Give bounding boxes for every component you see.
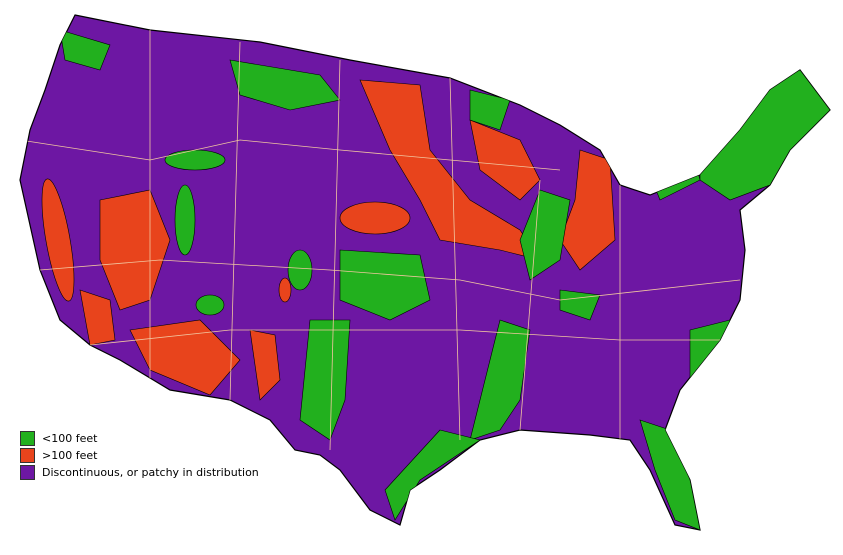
legend-item: Discontinuous, or patchy in distribution (20, 464, 259, 481)
state-borders (20, 30, 741, 451)
legend-swatch (20, 431, 35, 446)
legend: <100 feet >100 feet Discontinuous, or patc… (20, 430, 259, 481)
legend-label: >100 feet (42, 449, 98, 462)
aquifer-patches (20, 29, 830, 530)
legend-label: Discontinuous, or patchy in distribution (42, 466, 259, 479)
legend-swatch (20, 465, 35, 480)
legend-swatch (20, 448, 35, 463)
legend-item: <100 feet (20, 430, 259, 447)
legend-label: <100 feet (42, 432, 98, 445)
green-patches (59, 29, 830, 530)
legend-item: >100 feet (20, 447, 259, 464)
